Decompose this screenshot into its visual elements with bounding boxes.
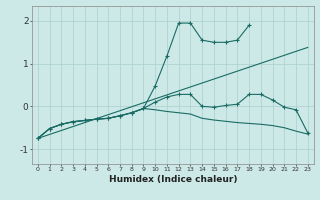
X-axis label: Humidex (Indice chaleur): Humidex (Indice chaleur) [108,175,237,184]
